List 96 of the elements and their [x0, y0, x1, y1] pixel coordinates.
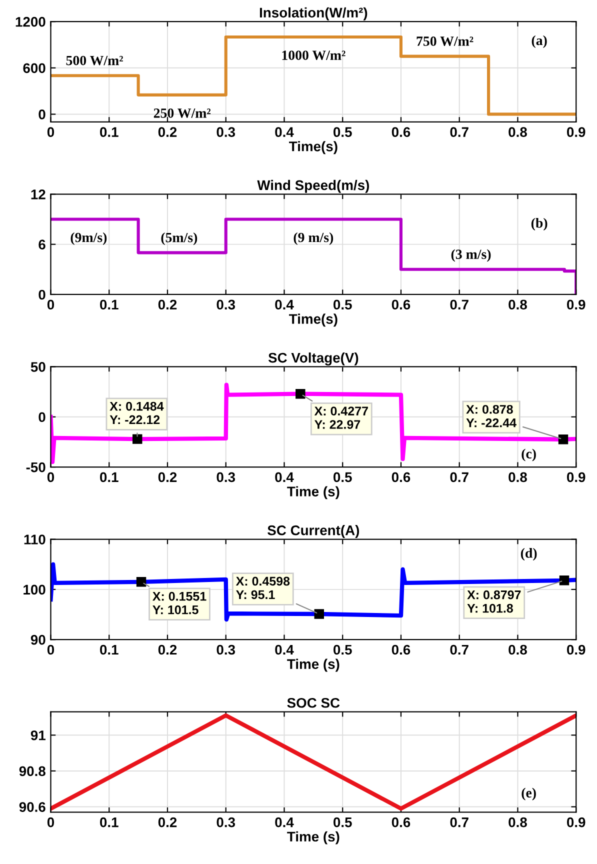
annotation: 500 W/m²: [66, 56, 123, 66]
x-tick-label: 0.3: [216, 817, 236, 828]
x-tick-label: 0.7: [450, 300, 468, 310]
x-tick-label: 0: [47, 817, 54, 828]
x-tick-label: 0.7: [450, 817, 468, 828]
x-tick-label: 0.1: [100, 817, 118, 828]
x-tick-label: 0.2: [158, 127, 177, 137]
y-tick-label: 1200: [16, 16, 46, 27]
x-tick-label: 0.6: [392, 817, 410, 828]
annotation: 1000 W/m²: [282, 50, 346, 60]
annotation: (9m/s): [70, 232, 107, 245]
x-tick-label: 0.6: [392, 300, 410, 310]
x-tick-label: 0.3: [216, 127, 236, 138]
y-tick-label: -50: [26, 462, 46, 472]
annotation: X: 0.878 Y: -22.44: [466, 404, 516, 428]
x-tick-label: 0.8: [508, 300, 527, 310]
x-tick-label: 0.1: [100, 300, 118, 310]
x-tick-label: 0.4: [275, 472, 294, 482]
x-tick-label: 0: [47, 472, 54, 482]
x-tick-label: 0.8: [508, 127, 527, 137]
annotation: (c): [522, 448, 536, 462]
x-axis-title: Time (s): [287, 658, 340, 672]
annotation: 750 W/m²: [416, 36, 474, 46]
y-tick-label: 90.8: [19, 766, 46, 776]
y-tick-label: 0: [38, 290, 46, 300]
x-tick-label: 0.5: [334, 472, 352, 482]
annotation: (9 m/s): [294, 232, 334, 245]
x-tick-label: 0.6: [392, 127, 410, 137]
annotation: (3 m/s): [451, 249, 491, 262]
x-tick-label: 0.1: [100, 472, 118, 482]
annotation: (b): [531, 218, 548, 231]
chart-title: Wind Speed(m/s): [257, 180, 370, 193]
x-tick-label: 0.4: [275, 644, 294, 655]
x-tick-label: 0.7: [450, 472, 468, 482]
x-tick-label: 0.5: [334, 127, 352, 137]
y-tick-label: 6: [38, 240, 46, 250]
x-tick-label: 0.9: [567, 472, 586, 482]
annotation: (a): [532, 35, 547, 48]
chart-title: Insolation(W/m²): [260, 7, 368, 20]
annotation: (e): [522, 788, 536, 800]
line-series: [50, 382, 576, 464]
x-tick-label: 0.2: [158, 300, 177, 310]
y-tick-label: 90: [30, 634, 46, 645]
y-tick-label: 100: [24, 584, 46, 595]
x-tick-label: 0.5: [334, 644, 352, 655]
y-tick-label: 0: [38, 412, 46, 422]
x-tick-label: 0.1: [100, 644, 118, 655]
x-tick-label: 0.5: [334, 300, 352, 310]
annotation: 250 W/m²: [154, 108, 211, 118]
x-axis-title: Time (s): [287, 486, 340, 500]
annotation: X: 0.4277 Y: 22.97: [314, 406, 368, 429]
annotation: X: 0.4598 Y: 95.1: [236, 576, 290, 600]
x-tick-label: 0.2: [158, 644, 177, 655]
chart-title: SC Voltage(V): [268, 352, 358, 366]
x-tick-label: 0.1: [100, 127, 118, 137]
x-tick-label: 0.8: [508, 644, 527, 655]
x-tick-label: 0.6: [392, 644, 410, 655]
x-tick-label: 0.3: [216, 644, 236, 655]
x-tick-label: 0.2: [158, 817, 177, 828]
x-tick-label: 0.8: [508, 817, 527, 828]
x-tick-label: 0.3: [216, 300, 236, 310]
annotation: X: 0.1484 Y: -22.12: [110, 402, 164, 424]
annotation: X: 0.8797 Y: 101.8: [467, 590, 521, 613]
y-tick-label: 0: [38, 110, 46, 120]
x-tick-label: 0.5: [334, 817, 352, 828]
line-series: [50, 562, 576, 622]
x-axis-title: Time (s): [287, 831, 340, 844]
x-tick-label: 0.9: [567, 644, 586, 655]
x-tick-label: 0.4: [275, 817, 294, 828]
y-tick-label: 600: [23, 63, 46, 74]
annotation: (d): [520, 548, 537, 561]
y-tick-label: 12: [31, 189, 46, 200]
x-tick-label: 0.4: [275, 300, 294, 310]
y-tick-label: 110: [24, 534, 46, 544]
x-tick-label: 0.9: [567, 127, 586, 137]
x-tick-label: 0: [47, 644, 54, 655]
x-tick-label: 0.7: [450, 127, 468, 137]
x-axis-title: Time(s): [289, 141, 338, 154]
chart-title: SC Current(A): [268, 525, 360, 538]
y-tick-label: 90.6: [19, 802, 46, 812]
y-tick-label: 91: [30, 730, 46, 740]
x-tick-label: 0: [47, 300, 54, 310]
x-tick-label: 0.9: [567, 817, 586, 828]
annotation: X: 0.1551 Y: 101.5: [152, 592, 206, 614]
x-tick-label: 0: [47, 127, 54, 137]
x-tick-label: 0.4: [275, 127, 294, 137]
x-tick-label: 0.7: [450, 644, 468, 655]
y-tick-label: 50: [30, 362, 46, 372]
annotation: (5m/s): [161, 232, 198, 246]
x-tick-label: 0.8: [508, 472, 527, 482]
x-tick-label: 0.2: [158, 472, 177, 482]
x-tick-label: 0.9: [567, 300, 586, 310]
chart-title: SOC SC: [287, 698, 340, 708]
x-tick-label: 0.6: [392, 472, 410, 482]
x-axis-title: Time(s): [289, 314, 338, 327]
x-tick-label: 0.3: [216, 472, 236, 482]
